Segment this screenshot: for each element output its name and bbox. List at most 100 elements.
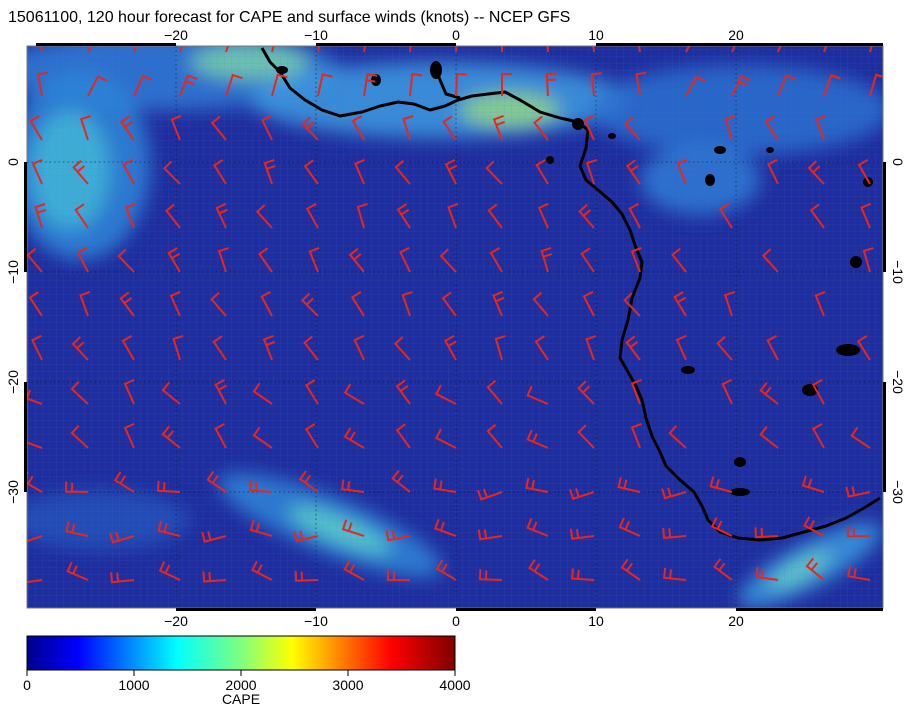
wind-barb — [385, 530, 411, 542]
wind-barb — [119, 291, 135, 317]
wind-barb — [528, 559, 549, 581]
wind-barb — [577, 424, 595, 449]
wind-barb — [123, 378, 135, 405]
wind-barb — [353, 334, 365, 361]
wind-barb — [485, 160, 503, 185]
wind-barb — [387, 570, 410, 581]
wind-barb — [805, 557, 825, 581]
colorbar-label: CAPE — [222, 691, 260, 707]
wind-barb — [582, 291, 595, 317]
wind-barb — [626, 159, 641, 185]
page-title: 15061100, 120 hour forecast for CAPE and… — [8, 9, 571, 26]
wind-barb — [477, 529, 503, 541]
wind-barb — [759, 425, 779, 449]
wind-barb — [761, 248, 779, 273]
wind-barb — [628, 203, 641, 229]
wind-barb — [206, 470, 227, 493]
data-grid — [27, 46, 883, 608]
wind-barb — [343, 560, 365, 581]
wind-barb — [755, 566, 779, 581]
wind-barb — [435, 384, 457, 405]
wind-barb — [860, 202, 871, 229]
wind-barb — [156, 480, 181, 493]
wind-barb — [303, 159, 319, 185]
wind-barb — [492, 114, 506, 141]
wind-barb — [668, 425, 687, 449]
wind-barb — [301, 116, 319, 141]
wind-barb — [66, 561, 89, 581]
wind-barb — [74, 203, 89, 229]
wind-barb — [675, 334, 687, 361]
lat-label-right: −30 — [890, 480, 906, 504]
wind-barb — [811, 379, 825, 405]
lon-label-bottom: 0 — [452, 613, 460, 629]
wind-barb — [401, 290, 413, 317]
wind-barb — [161, 381, 181, 405]
wind-barb — [759, 381, 779, 405]
wind-barb — [815, 114, 827, 141]
wind-barb — [351, 115, 365, 141]
wind-barb — [540, 247, 553, 273]
lat-label-left: −10 — [5, 260, 21, 284]
wind-barb — [671, 247, 687, 273]
wind-barb — [578, 204, 595, 229]
wind-barb — [255, 204, 273, 229]
wind-barb — [28, 291, 43, 317]
lon-label-top: 0 — [452, 27, 460, 43]
wind-barb — [455, 72, 468, 97]
wind-barb — [343, 427, 365, 449]
lat-labels-right: 0 −10 −20 −30 — [890, 158, 906, 504]
wind-barb — [251, 560, 273, 581]
wind-barb — [767, 158, 779, 185]
wind-barb — [402, 115, 414, 141]
wind-barb — [391, 469, 411, 493]
wind-barb — [811, 423, 825, 449]
wind-barb — [494, 335, 506, 361]
wind-barb — [569, 528, 595, 540]
wind-barb — [225, 73, 243, 97]
wind-barb — [210, 115, 227, 141]
wind-barb — [809, 203, 825, 229]
wind-barb — [532, 291, 549, 317]
lon-label-top: 10 — [588, 27, 604, 43]
wind-barb — [170, 114, 182, 141]
wind-barb — [662, 527, 687, 539]
wind-barb — [31, 158, 43, 185]
lon-labels-top: −20 −10 0 10 20 — [164, 27, 744, 43]
wind-barb — [70, 425, 89, 449]
map-area — [27, 46, 883, 608]
wind-barb — [537, 202, 549, 229]
wind-barb — [590, 72, 602, 97]
lon-label-bottom: 20 — [728, 613, 744, 629]
wind-barb — [214, 379, 227, 405]
wind-barb — [676, 158, 688, 185]
wind-barb — [64, 481, 89, 493]
lat-label-right: −10 — [890, 260, 906, 284]
wind-barb — [261, 114, 273, 141]
wind-barb — [212, 335, 227, 361]
wind-barb — [577, 380, 595, 405]
colorbar-tick-label: 0 — [23, 677, 31, 693]
wind-barb — [179, 74, 198, 97]
wind-barb — [713, 558, 733, 581]
wind-barb — [202, 571, 227, 583]
wind-barb — [801, 475, 825, 493]
wind-barb — [217, 247, 230, 273]
wind-barb — [486, 423, 503, 449]
colorbar: 0 1000 2000 3000 4000 CAPE — [23, 635, 471, 707]
wind-barb — [343, 383, 365, 405]
wind-barb — [444, 159, 458, 185]
wind-barb — [34, 203, 47, 229]
wind-barb — [442, 115, 457, 141]
wind-barb — [862, 247, 874, 273]
map-border-bars — [24, 43, 886, 611]
wind-barb — [585, 159, 598, 185]
wind-barb — [262, 334, 276, 361]
wind-barb — [580, 247, 595, 273]
wind-barb — [709, 476, 733, 493]
wind-barb — [393, 336, 411, 361]
wind-barb — [814, 290, 826, 317]
wind-barb — [441, 291, 457, 317]
wind-barb — [172, 335, 184, 361]
lat-label-left: 0 — [5, 158, 21, 166]
